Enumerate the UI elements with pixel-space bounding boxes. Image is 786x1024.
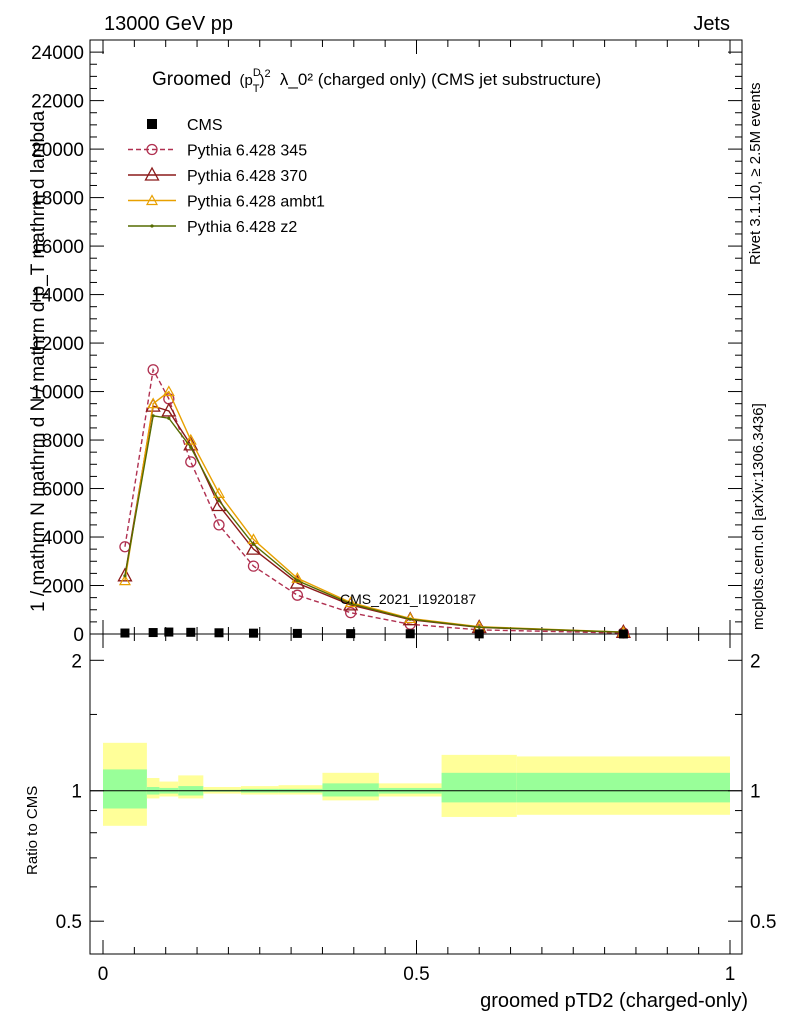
title-math-pt: (p [239,72,252,89]
y-tick-label: 8000 [42,431,84,452]
series-4-point [295,579,299,583]
ratio-stat-band [516,772,730,803]
chart-title-main: Groomed [152,69,231,90]
series-1-point [345,607,357,619]
series-1-point [185,456,197,468]
cms-data-point [120,628,130,638]
chart-title-rest: λ_0² (charged only) (CMS jet substructur… [280,70,601,89]
series-2-point [245,540,262,555]
ratio-stat-band [103,769,147,809]
ratio-y-axis-label: Ratio to CMS [24,786,41,875]
cms-data-point [474,629,484,639]
header-left: 13000 GeV pp [104,13,233,35]
ratio-bands [103,742,730,826]
series-4-point [189,445,193,449]
series-4-point [217,499,221,503]
series-line-1 [124,367,624,634]
cms-data-point [618,629,628,639]
cms-data-point [186,627,196,637]
y-tick-label: 14000 [31,286,84,307]
series-1-point [291,589,304,601]
watermark: CMS_2021_I1920187 [340,591,476,607]
legend-marker-2 [144,166,160,181]
series-3-point [118,574,131,586]
series-1-point [147,364,159,376]
cms-data-points [120,627,628,639]
y-tick-label: 16000 [31,237,84,258]
y-tick-label: 10000 [31,383,84,404]
legend: CMS Pythia 6.428 345 Pythia 6.428 370 Pythi… [128,117,325,236]
series-3-point [212,487,226,498]
ratio-tick-label: 0.5 [56,912,82,933]
title-math-close: ) [260,72,265,89]
series-4-point [167,416,171,420]
series-3-point [147,397,160,409]
ratio-tick-label-right: 1 [750,782,761,803]
title-math-sq: 2 [265,68,271,80]
y-tick-label: 4000 [42,528,84,549]
ratio-stat-band [322,783,379,797]
ratio-tick-label: 2 [71,651,82,672]
series-4-point [123,574,127,578]
cms-data-point [214,628,224,638]
chart-title: Groomed (pD T)2 λ_0² (charged only) (CMS … [152,61,601,95]
series-2-point [117,567,133,582]
y-tick-label: 12000 [31,334,84,355]
ratio-tick-label-right: 2 [750,651,761,672]
ratio-tick-label-right: 0.5 [750,912,776,933]
x-tick-label: 0 [98,964,109,985]
ratio-axis-ticks: 0.5 0.5 1 1 2 2 [56,651,777,933]
series-4-point [151,414,155,418]
x-axis-ticks: 0 0.5 1 [98,40,736,985]
series-1-point [213,519,225,531]
series-3-point [162,385,175,397]
y-tick-label: 20000 [31,140,84,161]
series-lines [117,364,632,639]
legend-label: CMS [187,117,223,134]
series-4-point [477,625,481,629]
y-tick-label: 6000 [42,480,84,501]
legend-marker-3 [145,194,159,206]
y-tick-label: 24000 [31,43,84,64]
side-bottom-label: mcplots.cern.ch [arXiv:1306.3436] [750,403,767,630]
ratio-stat-band [441,772,517,803]
y-tick-label: 0 [73,625,84,646]
y-tick-label: 18000 [31,189,84,210]
title-math-sup-d: D [253,67,261,79]
y-axis-ticks: 0 2000 4000 6000 8000 10000 12000 14000 16000 180… [31,43,742,646]
series-4-point [408,617,412,621]
cms-data-point [405,629,415,639]
header-right: Jets [693,13,730,35]
series-3-point [184,433,197,445]
y-axis-label: 1 / mathrm N mathrm d N / mathrm d p_T m… [28,110,49,612]
x-tick-label: 0.5 [403,964,429,985]
cms-data-point [248,628,258,638]
series-4-point [349,602,353,606]
legend-marker-cms [147,119,157,129]
legend-marker-1 [146,143,158,156]
series-1-point [247,560,260,572]
legend-label: Pythia 6.428 z2 [187,219,297,236]
y-tick-label: 22000 [31,92,84,113]
legend-label: Pythia 6.428 ambt1 [187,194,325,211]
cms-data-point [292,628,302,638]
y-tick-label: 2000 [42,577,84,598]
legend-label: Pythia 6.428 345 [187,143,307,160]
series-2-point [161,402,177,417]
x-axis-label: groomed pTD2 (charged-only) [480,990,748,1012]
legend-label: Pythia 6.428 370 [187,168,307,185]
title-math-sub-t: T [253,83,260,95]
x-tick-label: 1 [725,964,736,985]
side-top-label: Rivet 3.1.10, ≥ 2.5M events [747,83,764,266]
series-4-point [251,542,256,546]
legend-marker-4 [150,224,154,228]
cms-data-point [148,628,158,638]
ratio-tick-label: 1 [71,782,82,803]
cms-data-point [164,627,174,637]
cms-data-point [346,629,356,639]
